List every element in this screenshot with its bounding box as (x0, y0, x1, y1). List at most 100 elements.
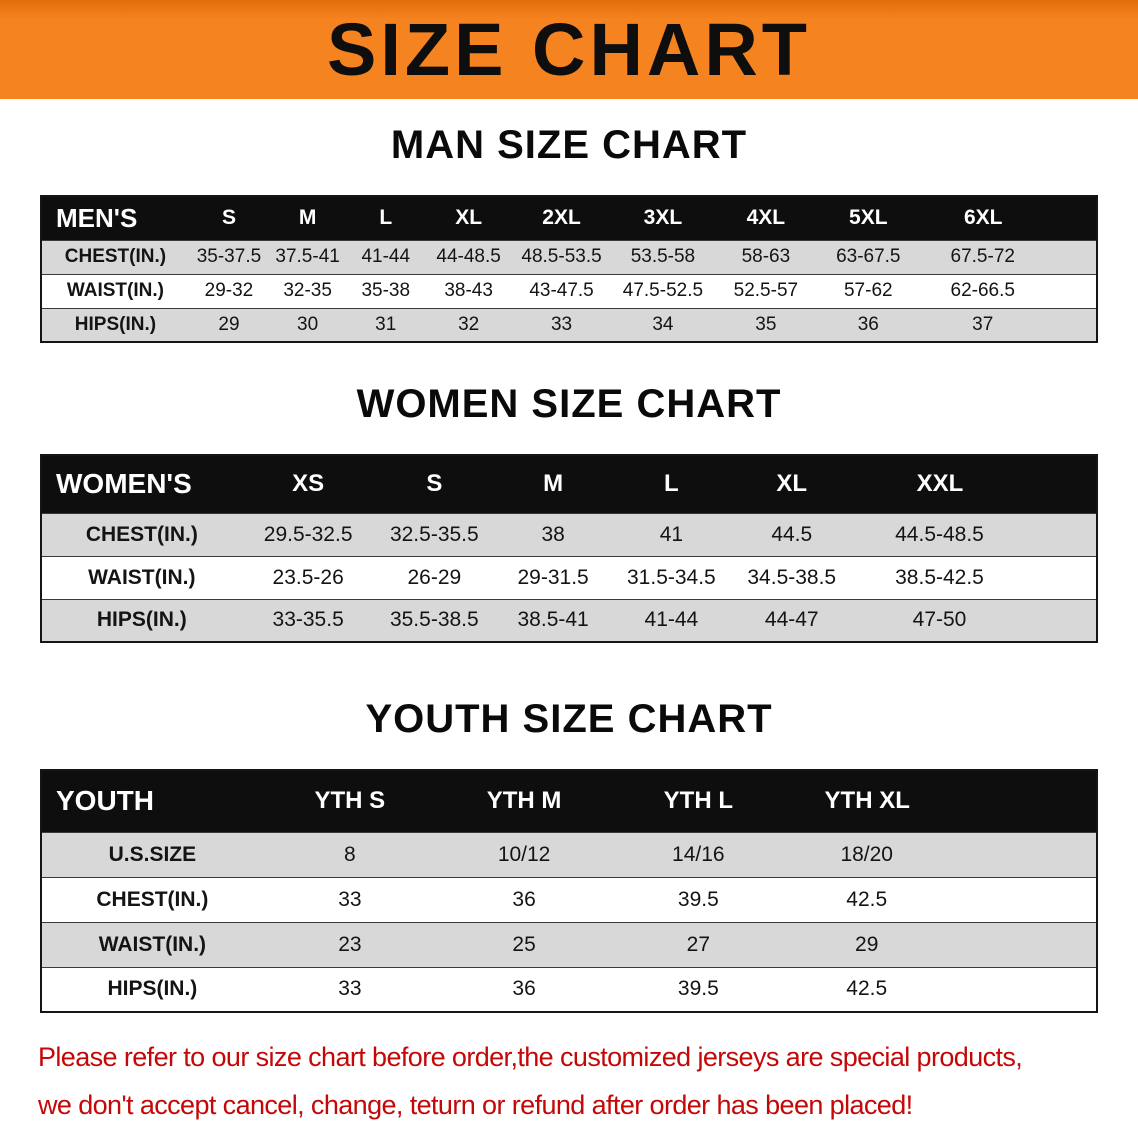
size-value-cell: 44-48.5 (425, 239, 512, 274)
size-column-header: S (374, 455, 494, 513)
size-value-cell: 29.5-32.5 (241, 512, 375, 556)
corner-label: YOUTH (41, 770, 263, 832)
size-value-cell: 48.5-53.5 (511, 239, 612, 274)
size-value-cell: 47.5-52.5 (611, 273, 715, 308)
youth-size-chart-section: YOUTH SIZE CHART YOUTH YTH S YTH M YTH L YTH… (0, 695, 1138, 1013)
women-table-body: CHEST(IN.) 29.5-32.5 32.5-35.5 38 41 44.5 44.5… (41, 512, 1097, 642)
size-value-cell: 35-37.5 (188, 239, 270, 274)
disclaimer-line-1: Please refer to our size chart before or… (38, 1042, 1023, 1072)
size-value-cell: 31.5-34.5 (612, 555, 731, 599)
size-value-cell: 32.5-35.5 (374, 512, 494, 556)
row-label: WAIST(IN.) (41, 555, 242, 599)
size-value-cell: 39.5 (611, 966, 786, 1012)
size-value-cell: 43-47.5 (511, 273, 612, 308)
size-value-cell: 32-35 (269, 273, 347, 308)
size-column-header: M (269, 196, 347, 240)
size-column-header: 6XL (919, 196, 1097, 240)
row-label: CHEST(IN.) (41, 239, 189, 274)
row-label: HIPS(IN.) (41, 307, 189, 342)
youth-table-body: U.S.SIZE 8 10/12 14/16 18/20 CHEST(IN.) 33 36 39… (41, 831, 1097, 1012)
size-column-header: YTH S (262, 770, 437, 832)
size-column-header: XL (730, 455, 853, 513)
men-size-chart-section: MAN SIZE CHART MEN'S S M L XL 2XL 3XL 4XL 5XL 6XL… (0, 121, 1138, 343)
size-value-cell: 29-31.5 (493, 555, 613, 599)
size-value-cell: 25 (436, 921, 612, 967)
size-column-header: XXL (853, 455, 1097, 513)
size-value-cell: 8 (262, 831, 437, 877)
size-value-cell: 52.5-57 (714, 273, 818, 308)
size-value-cell: 35-38 (346, 273, 426, 308)
banner: SIZE CHART (0, 0, 1138, 99)
measurement-row: HIPS(IN.) 33-35.5 35.5-38.5 38.5-41 41-44 44-… (41, 598, 1097, 642)
size-value-cell: 29 (785, 921, 1097, 967)
size-value-cell: 33 (511, 307, 612, 342)
size-column-header: YTH M (436, 770, 612, 832)
measurement-row: WAIST(IN.) 23.5-26 26-29 29-31.5 31.5-34.5 34… (41, 555, 1097, 599)
size-value-cell: 27 (611, 921, 786, 967)
size-value-cell: 57-62 (817, 273, 920, 308)
size-value-cell: 29 (188, 307, 270, 342)
size-column-header: L (346, 196, 426, 240)
size-value-cell: 33 (262, 966, 437, 1012)
size-value-cell: 38-43 (425, 273, 512, 308)
size-value-cell: 36 (436, 966, 612, 1012)
measurement-row: U.S.SIZE 8 10/12 14/16 18/20 (41, 831, 1097, 877)
size-value-cell: 42.5 (785, 876, 1097, 922)
size-value-cell: 38.5-42.5 (853, 555, 1097, 599)
size-value-cell: 32 (425, 307, 512, 342)
size-value-cell: 63-67.5 (817, 239, 920, 274)
size-value-cell: 33-35.5 (241, 598, 375, 642)
size-value-cell: 41 (612, 512, 731, 556)
measurement-row: WAIST(IN.) 23 25 27 29 (41, 921, 1097, 967)
size-value-cell: 14/16 (611, 831, 786, 877)
size-value-cell: 36 (436, 876, 612, 922)
measurement-row: CHEST(IN.) 29.5-32.5 32.5-35.5 38 41 44.5 44.5… (41, 512, 1097, 556)
size-value-cell: 47-50 (853, 598, 1097, 642)
size-value-cell: 62-66.5 (919, 273, 1097, 308)
size-value-cell: 26-29 (374, 555, 494, 599)
size-value-cell: 38.5-41 (493, 598, 613, 642)
size-value-cell: 10/12 (436, 831, 612, 877)
row-label: HIPS(IN.) (41, 966, 263, 1012)
size-value-cell: 44.5 (730, 512, 853, 556)
measurement-row: CHEST(IN.) 33 36 39.5 42.5 (41, 876, 1097, 922)
size-column-header: XL (425, 196, 512, 240)
size-value-cell: 33 (262, 876, 437, 922)
measurement-row: HIPS(IN.) 29 30 31 32 33 34 35 36 37 (41, 307, 1097, 342)
size-value-cell: 31 (346, 307, 426, 342)
size-column-header: YTH XL (785, 770, 1097, 832)
size-value-cell: 23 (262, 921, 437, 967)
size-value-cell: 41-44 (346, 239, 426, 274)
size-value-cell: 36 (817, 307, 920, 342)
size-value-cell: 29-32 (188, 273, 270, 308)
size-value-cell: 39.5 (611, 876, 786, 922)
men-size-table: MEN'S S M L XL 2XL 3XL 4XL 5XL 6XL CHEST(IN.) 35-3… (40, 195, 1098, 343)
size-value-cell: 44.5-48.5 (853, 512, 1097, 556)
page-title: SIZE CHART (327, 8, 811, 91)
row-label: CHEST(IN.) (41, 512, 242, 556)
size-column-header: L (612, 455, 731, 513)
size-value-cell: 34 (611, 307, 715, 342)
row-label: WAIST(IN.) (41, 273, 189, 308)
size-column-header: 5XL (817, 196, 920, 240)
corner-label: MEN'S (41, 196, 189, 240)
size-value-cell: 37.5-41 (269, 239, 347, 274)
women-size-chart-section: WOMEN SIZE CHART WOMEN'S XS S M L XL XXL CHEST… (0, 380, 1138, 643)
measurement-row: HIPS(IN.) 33 36 39.5 42.5 (41, 966, 1097, 1012)
table-header-row: YOUTH YTH S YTH M YTH L YTH XL (41, 770, 1097, 832)
men-size-chart-heading: MAN SIZE CHART (390, 123, 748, 167)
content: MAN SIZE CHART MEN'S S M L XL 2XL 3XL 4XL 5XL 6XL… (0, 121, 1138, 1013)
size-value-cell: 35 (714, 307, 818, 342)
size-value-cell: 44-47 (730, 598, 853, 642)
row-label: HIPS(IN.) (41, 598, 242, 642)
size-value-cell: 30 (269, 307, 347, 342)
men-table-body: CHEST(IN.) 35-37.5 37.5-41 41-44 44-48.5 48.5… (41, 239, 1097, 342)
row-label: U.S.SIZE (41, 831, 263, 877)
disclaimer-line-2: we don't accept cancel, change, teturn o… (38, 1090, 913, 1120)
size-column-header: 3XL (611, 196, 715, 240)
size-value-cell: 37 (919, 307, 1097, 342)
size-column-header: 4XL (714, 196, 818, 240)
size-value-cell: 42.5 (785, 966, 1097, 1012)
table-header-row: MEN'S S M L XL 2XL 3XL 4XL 5XL 6XL (41, 196, 1097, 240)
women-size-table: WOMEN'S XS S M L XL XXL CHEST(IN.) 29.5-32.5 32.… (40, 454, 1098, 643)
